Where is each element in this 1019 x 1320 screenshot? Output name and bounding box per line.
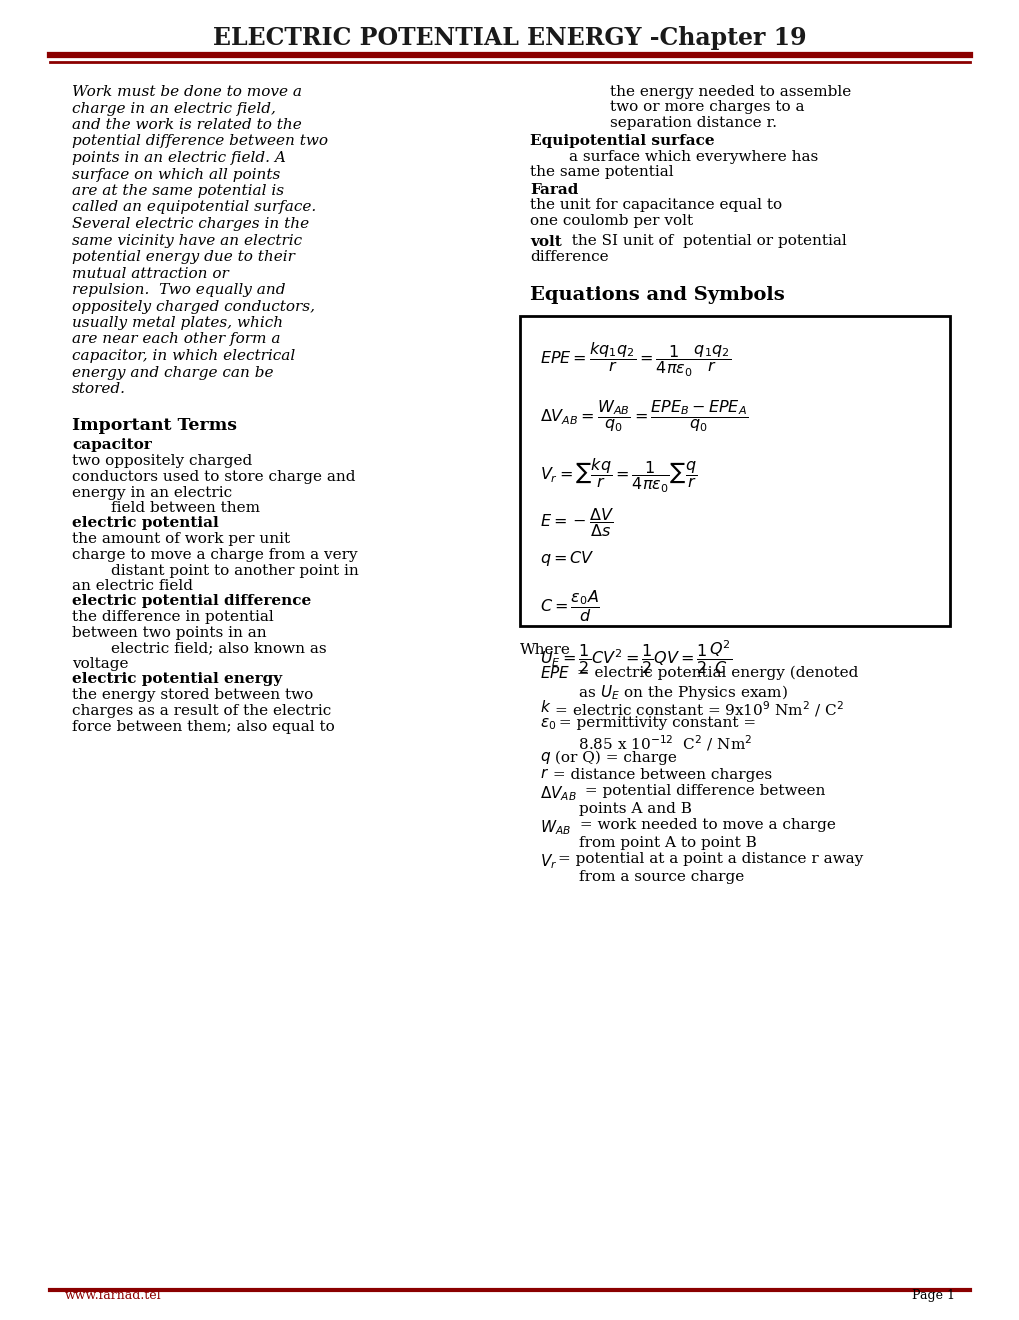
Text: points A and B: points A and B: [539, 801, 691, 816]
Text: Farad: Farad: [530, 182, 578, 197]
Text: charge to move a charge from a very: charge to move a charge from a very: [72, 548, 358, 562]
Text: from point A to point B: from point A to point B: [539, 836, 756, 850]
Text: usually metal plates, which: usually metal plates, which: [72, 315, 283, 330]
Text: $W_{AB}$: $W_{AB}$: [539, 818, 571, 837]
Text: $\Delta V_{AB}$: $\Delta V_{AB}$: [539, 784, 576, 803]
Text: conductors used to store charge and: conductors used to store charge and: [72, 470, 356, 484]
Text: = potential difference between: = potential difference between: [580, 784, 824, 799]
Text: are at the same potential is: are at the same potential is: [72, 183, 284, 198]
Text: the SI unit of  potential or potential: the SI unit of potential or potential: [561, 235, 846, 248]
Text: Where: Where: [520, 644, 571, 657]
Text: Equations and Symbols: Equations and Symbols: [530, 285, 784, 304]
Text: www.farnad.tel: www.farnad.tel: [65, 1290, 161, 1302]
Text: the unit for capacitance equal to: the unit for capacitance equal to: [530, 198, 782, 213]
Text: capacitor: capacitor: [72, 438, 152, 453]
Text: energy and charge can be: energy and charge can be: [72, 366, 273, 380]
Text: energy in an electric: energy in an electric: [72, 486, 232, 499]
Text: repulsion.  Two equally and: repulsion. Two equally and: [72, 282, 285, 297]
Text: $\varepsilon_0$: $\varepsilon_0$: [539, 717, 555, 733]
Text: distant point to another point in: distant point to another point in: [72, 564, 359, 578]
Text: field between them: field between them: [72, 502, 260, 515]
Text: difference: difference: [530, 249, 608, 264]
Text: one coulomb per volt: one coulomb per volt: [530, 214, 693, 228]
Text: $k$: $k$: [539, 700, 551, 715]
Text: same vicinity have an electric: same vicinity have an electric: [72, 234, 302, 248]
Text: called an equipotential surface.: called an equipotential surface.: [72, 201, 316, 214]
Text: $C = \dfrac{\varepsilon_0 A}{d}$: $C = \dfrac{\varepsilon_0 A}{d}$: [539, 589, 599, 624]
Text: separation distance r.: separation distance r.: [609, 116, 776, 129]
Text: $EPE = \dfrac{kq_1q_2}{r} = \dfrac{1}{4\pi\varepsilon_0}\dfrac{q_1q_2}{r}$: $EPE = \dfrac{kq_1q_2}{r} = \dfrac{1}{4\…: [539, 341, 731, 379]
Text: voltage: voltage: [72, 657, 128, 671]
Text: between two points in an: between two points in an: [72, 626, 266, 640]
Text: $V_r$: $V_r$: [539, 853, 556, 871]
Text: surface on which all points: surface on which all points: [72, 168, 280, 181]
Text: = electric potential energy (denoted: = electric potential energy (denoted: [572, 665, 858, 680]
Text: $q$: $q$: [539, 751, 550, 767]
Text: = work needed to move a charge: = work needed to move a charge: [575, 818, 835, 833]
Text: charge in an electric field,: charge in an electric field,: [72, 102, 275, 116]
Text: potential difference between two: potential difference between two: [72, 135, 328, 149]
Text: capacitor, in which electrical: capacitor, in which electrical: [72, 348, 294, 363]
Text: as $U_E$ on the Physics exam): as $U_E$ on the Physics exam): [539, 682, 788, 701]
Text: two or more charges to a: two or more charges to a: [609, 100, 804, 115]
Text: Equipotential surface: Equipotential surface: [530, 133, 714, 148]
Text: two oppositely charged: two oppositely charged: [72, 454, 252, 469]
Text: $q = CV$: $q = CV$: [539, 549, 594, 568]
Text: $\Delta V_{AB} = \dfrac{W_{AB}}{q_0} = \dfrac{EPE_B - EPE_A}{q_0}$: $\Delta V_{AB} = \dfrac{W_{AB}}{q_0} = \…: [539, 399, 748, 434]
Text: points in an electric field. A: points in an electric field. A: [72, 150, 285, 165]
Text: electric potential: electric potential: [72, 516, 218, 531]
Text: Important Terms: Important Terms: [72, 417, 236, 433]
Text: ELECTRIC POTENTIAL ENERGY -Chapter 19: ELECTRIC POTENTIAL ENERGY -Chapter 19: [213, 26, 806, 50]
Text: = permittivity constant =: = permittivity constant =: [553, 717, 755, 730]
Text: $EPE$: $EPE$: [539, 665, 570, 681]
Text: 8.85 x 10$^{-12}$  C$^2$ / Nm$^2$: 8.85 x 10$^{-12}$ C$^2$ / Nm$^2$: [539, 734, 752, 754]
Text: (or Q) = charge: (or Q) = charge: [549, 751, 677, 764]
Text: are near each other form a: are near each other form a: [72, 333, 280, 346]
Text: stored.: stored.: [72, 381, 126, 396]
Text: electric field; also known as: electric field; also known as: [72, 642, 326, 656]
Text: an electric field: an electric field: [72, 579, 193, 593]
Text: Work must be done to move a: Work must be done to move a: [72, 84, 302, 99]
FancyBboxPatch shape: [520, 315, 949, 626]
Text: from a source charge: from a source charge: [539, 870, 744, 883]
Text: Page 1: Page 1: [911, 1290, 954, 1302]
Text: $V_r = \sum\dfrac{kq}{r} = \dfrac{1}{4\pi\varepsilon_0}\sum\dfrac{q}{r}$: $V_r = \sum\dfrac{kq}{r} = \dfrac{1}{4\p…: [539, 457, 697, 495]
Text: = electric constant = 9x10$^9$ Nm$^2$ / C$^2$: = electric constant = 9x10$^9$ Nm$^2$ / …: [549, 700, 844, 719]
Text: the amount of work per unit: the amount of work per unit: [72, 532, 289, 546]
Text: $U_E = \dfrac{1}{2}CV^2 = \dfrac{1}{2}QV = \dfrac{1}{2}\dfrac{Q^2}{C}$: $U_E = \dfrac{1}{2}CV^2 = \dfrac{1}{2}QV…: [539, 639, 732, 676]
Text: Several electric charges in the: Several electric charges in the: [72, 216, 309, 231]
Text: the difference in potential: the difference in potential: [72, 610, 273, 624]
Text: the energy stored between two: the energy stored between two: [72, 689, 313, 702]
Text: charges as a result of the electric: charges as a result of the electric: [72, 704, 331, 718]
Text: $E = -\dfrac{\Delta V}{\Delta s}$: $E = -\dfrac{\Delta V}{\Delta s}$: [539, 507, 613, 540]
Text: electric potential energy: electric potential energy: [72, 672, 282, 686]
Text: a surface which everywhere has: a surface which everywhere has: [530, 149, 817, 164]
Text: oppositely charged conductors,: oppositely charged conductors,: [72, 300, 315, 314]
Text: electric potential difference: electric potential difference: [72, 594, 311, 609]
Text: = potential at a point a distance r away: = potential at a point a distance r away: [557, 853, 862, 866]
Text: force between them; also equal to: force between them; also equal to: [72, 719, 334, 734]
Text: potential energy due to their: potential energy due to their: [72, 249, 294, 264]
Text: mutual attraction or: mutual attraction or: [72, 267, 228, 281]
Text: $r$: $r$: [539, 767, 548, 781]
Text: = distance between charges: = distance between charges: [547, 767, 771, 781]
Text: the same potential: the same potential: [530, 165, 673, 180]
Text: the energy needed to assemble: the energy needed to assemble: [609, 84, 851, 99]
Text: and the work is related to the: and the work is related to the: [72, 117, 302, 132]
Text: volt: volt: [530, 235, 561, 248]
